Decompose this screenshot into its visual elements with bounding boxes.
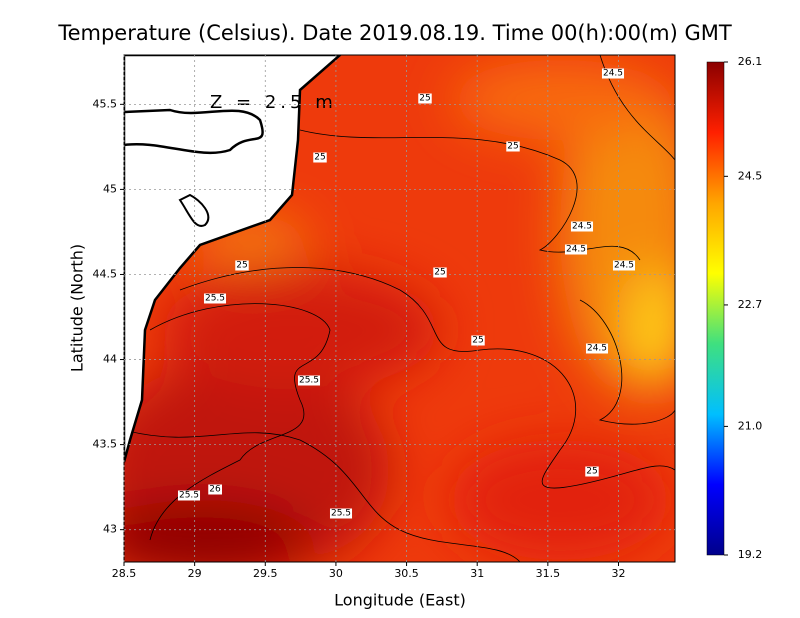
annotation: Z = 2.5 m — [210, 92, 337, 113]
colorbar-label: 22.7 — [738, 298, 763, 311]
contour-label-box — [564, 244, 588, 255]
plot-frame — [123, 54, 676, 563]
contour-label: 25 — [419, 94, 430, 104]
colorbar-label: 24.5 — [738, 169, 763, 182]
y-axis-label: Latitude (North) — [68, 244, 87, 372]
x-tick-label: 30 — [329, 567, 343, 580]
contour-label: 26 — [209, 485, 221, 495]
y-tick-label: 44.5 — [93, 267, 118, 280]
colorbar — [706, 61, 725, 556]
contour-label: 25 — [472, 336, 483, 346]
colorbar-label: 19.2 — [738, 548, 763, 561]
colorbar-label: 26.1 — [738, 55, 763, 68]
contour-label-box — [506, 141, 520, 152]
contour-label: 25 — [236, 261, 247, 271]
chart-title: Temperature (Celsius). Date 2019.08.19. … — [57, 21, 732, 45]
x-tick-label: 29.5 — [253, 567, 278, 580]
contour-label-box — [471, 335, 485, 346]
contour-label-box — [585, 466, 599, 477]
contour-label: 24.5 — [603, 69, 623, 79]
y-tick-label: 43.5 — [93, 438, 118, 451]
field — [124, 55, 675, 562]
y-tick-label: 45 — [103, 182, 117, 195]
contour-label: 25 — [434, 268, 445, 278]
contour-label-box — [177, 490, 201, 501]
contour-label: 25 — [314, 153, 325, 163]
contour-label: 25.5 — [179, 491, 199, 501]
contour-label-box — [313, 152, 327, 163]
contour-label-box — [203, 293, 227, 304]
x-axis-label: Longitude (East) — [334, 591, 466, 610]
contour-label: 25.5 — [299, 376, 319, 386]
contour-label-box — [297, 375, 321, 386]
x-tick-label: 29 — [188, 567, 202, 580]
contour-label-box — [208, 484, 222, 495]
contour-label-box — [601, 68, 625, 79]
contour-label-box — [329, 508, 353, 519]
contour-label: 25 — [586, 467, 597, 477]
contour-label: 24.5 — [614, 261, 634, 271]
contour-label: 25 — [507, 142, 518, 152]
contour-label: 25.5 — [331, 509, 351, 519]
y-tick-label: 43 — [103, 523, 117, 536]
contour-label: 25.5 — [205, 294, 225, 304]
x-tick-label: 32 — [611, 567, 625, 580]
x-tick-label: 31 — [470, 567, 484, 580]
contour-label-box — [235, 260, 249, 271]
contour-label: 24.5 — [566, 245, 586, 255]
contour-label-box — [433, 267, 447, 278]
x-tick-label: 31.5 — [536, 567, 561, 580]
contour-label-box — [585, 343, 609, 354]
contour-label: 24.5 — [572, 222, 592, 232]
contour-label-box — [570, 221, 594, 232]
contour-label: 24.5 — [587, 344, 607, 354]
contour-label-box — [418, 93, 432, 104]
colorbar-label: 21.0 — [738, 419, 763, 432]
x-tick-label: 28.5 — [112, 567, 137, 580]
y-tick-label: 44 — [103, 353, 117, 366]
y-tick-label: 45.5 — [93, 97, 118, 110]
x-tick-label: 30.5 — [394, 567, 419, 580]
contour-label-box — [612, 260, 636, 271]
